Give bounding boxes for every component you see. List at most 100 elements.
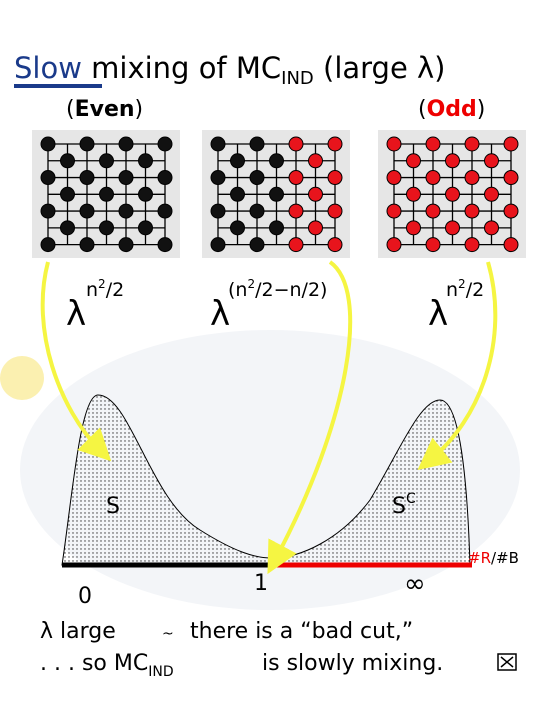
particle <box>60 153 75 169</box>
paren: ) <box>135 97 144 122</box>
particle <box>249 237 265 253</box>
paren: ( <box>66 97 75 122</box>
particle <box>269 220 284 236</box>
particle <box>484 186 499 202</box>
particle <box>249 203 265 219</box>
particle <box>138 153 153 169</box>
particle <box>99 153 114 169</box>
particle <box>40 237 56 253</box>
particle <box>406 153 421 169</box>
particle <box>308 220 323 236</box>
particle <box>210 237 226 253</box>
particle <box>288 237 304 253</box>
particle <box>210 203 226 219</box>
ratio: #R/#B <box>468 549 519 567</box>
particle <box>503 170 519 186</box>
icon-box <box>497 653 517 671</box>
particle <box>464 237 480 253</box>
set-sup: C <box>406 491 416 507</box>
particle <box>60 220 75 236</box>
particle <box>445 220 460 236</box>
title-rest: mixing of MC <box>91 51 281 85</box>
axis-zero: 0 <box>78 584 92 609</box>
particle <box>138 186 153 202</box>
particle <box>79 237 95 253</box>
particle <box>138 220 153 236</box>
title-tail: (large λ) <box>323 51 446 85</box>
exp-sup: 2 <box>247 277 255 291</box>
particle <box>157 203 173 219</box>
arrow <box>417 261 498 471</box>
footer-sub: IND <box>148 664 173 680</box>
particle <box>118 170 134 186</box>
nav-icon[interactable] <box>497 653 517 671</box>
particle <box>425 170 441 186</box>
arrow <box>40 261 112 462</box>
particle <box>40 170 56 186</box>
arrow <box>267 260 353 575</box>
exponent: (n2/2−n/2) <box>228 277 327 301</box>
footer-part: there is a “bad cut,” <box>190 619 413 644</box>
particle <box>445 186 460 202</box>
particle <box>99 220 114 236</box>
particle <box>406 220 421 236</box>
set-s: S <box>106 494 120 519</box>
particle <box>503 237 519 253</box>
particle <box>327 136 343 152</box>
exp-sup: 2 <box>458 277 466 291</box>
particle <box>157 237 173 253</box>
particle <box>157 136 173 152</box>
exp-part: /2 <box>466 279 485 301</box>
lambda: λ <box>210 294 230 334</box>
particle <box>118 237 134 253</box>
lambda: λ <box>66 294 86 334</box>
exp-part: (n <box>228 279 247 301</box>
even-word: Even <box>75 97 135 122</box>
footer-part: . . . so MC <box>40 651 148 676</box>
paren: ) <box>477 97 486 122</box>
weights: λ n2/2 λ (n2/2−n/2) λ n2/2 <box>66 277 484 334</box>
particle <box>118 136 134 152</box>
particle <box>327 237 343 253</box>
particle <box>425 136 441 152</box>
particle <box>79 203 95 219</box>
particle <box>79 136 95 152</box>
paren: ( <box>418 97 427 122</box>
title: Slow mixing of MCIND (large λ) <box>14 51 446 91</box>
particle <box>269 186 284 202</box>
particle <box>230 220 245 236</box>
particle <box>464 203 480 219</box>
particle <box>445 153 460 169</box>
footer-part: is slowly mixing. <box>262 651 443 676</box>
lattices <box>32 130 526 258</box>
particle <box>249 170 265 186</box>
particle <box>386 170 402 186</box>
particle <box>484 153 499 169</box>
particle <box>425 203 441 219</box>
particle <box>230 153 245 169</box>
footer-part: λ large <box>40 619 116 644</box>
particle <box>230 186 245 202</box>
particle <box>210 170 226 186</box>
particle <box>249 136 265 152</box>
particle <box>269 153 284 169</box>
particle <box>308 153 323 169</box>
particle <box>40 203 56 219</box>
odd-word: Odd <box>427 97 477 122</box>
lambda: λ <box>428 294 448 334</box>
particle <box>464 170 480 186</box>
exp-part: n <box>446 279 458 301</box>
particle <box>210 136 226 152</box>
exponent: n2/2 <box>446 277 484 301</box>
particle <box>406 186 421 202</box>
particle <box>118 203 134 219</box>
particle <box>308 186 323 202</box>
exponent: n2/2 <box>86 277 124 301</box>
particle <box>503 136 519 152</box>
exp-part: /2−n/2) <box>255 279 327 301</box>
title-word: Slow <box>14 51 82 85</box>
particle <box>327 203 343 219</box>
title-sub: IND <box>281 68 314 89</box>
particle <box>288 170 304 186</box>
